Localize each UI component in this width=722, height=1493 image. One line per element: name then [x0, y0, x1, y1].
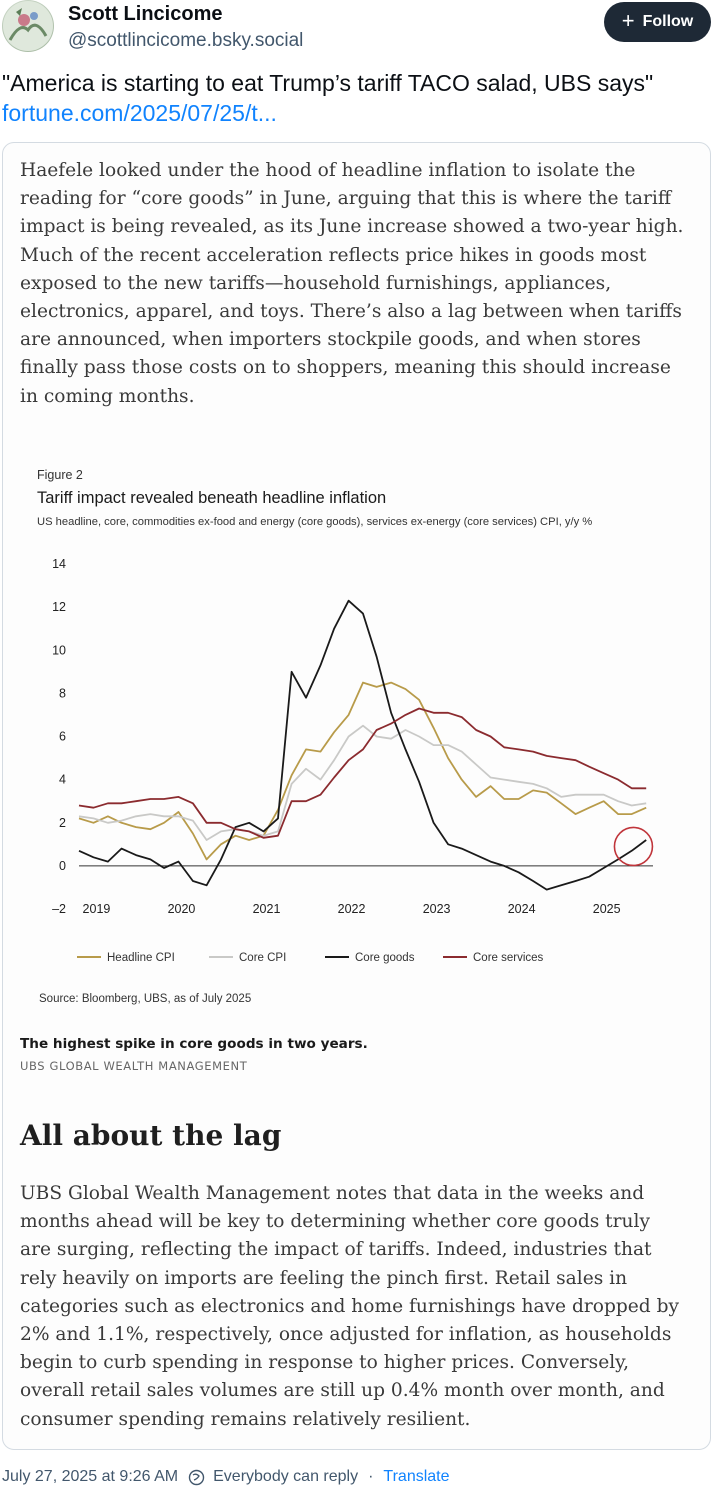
- x-tick-label: 2023: [423, 902, 451, 916]
- paragraph-2-line: categories such as electronics and home …: [20, 1295, 679, 1317]
- y-tick-label: 8: [59, 686, 66, 700]
- post-link[interactable]: fortune.com/2025/07/25/t...: [2, 100, 277, 126]
- series-line-core-goods: [78, 599, 647, 891]
- paragraph-2-line: rely heavily on imports are feeling the …: [20, 1267, 628, 1289]
- post-timestamp[interactable]: July 27, 2025 at 9:26 AM: [2, 1468, 179, 1485]
- paragraph-1-line: finally pass those costs on to shoppers,…: [20, 357, 671, 379]
- series-line-headline-cpi: [78, 681, 647, 861]
- y-tick-label: 4: [59, 773, 66, 787]
- paragraph-2-line: consumer spending remains relatively res…: [20, 1408, 471, 1430]
- paragraph-1-line: Much of the recent acceleration reflects…: [20, 244, 647, 266]
- paragraph-2-line: 2% and 1.1%, respectively, once adjusted…: [20, 1324, 672, 1346]
- author-avatar[interactable]: [2, 0, 54, 52]
- post-footer: July 27, 2025 at 9:26 AM Everybody can r…: [2, 1468, 450, 1486]
- paragraph-1-line: impact is being revealed, as its June in…: [20, 216, 684, 238]
- chart-title: Tariff impact revealed beneath headline …: [37, 489, 387, 507]
- section-heading: All about the lag: [20, 1119, 282, 1152]
- article-paragraph-1: Haefele looked under the hood of headlin…: [20, 157, 710, 411]
- series-line-core-cpi: [78, 724, 647, 841]
- follow-button[interactable]: + Follow: [604, 2, 711, 42]
- y-tick-label: 12: [52, 600, 66, 614]
- paragraph-1-line: exposed to the new tariffs—household fur…: [20, 272, 612, 294]
- paragraph-2-line: UBS Global Wealth Management notes that …: [20, 1183, 645, 1204]
- x-tick-label: 2021: [253, 902, 281, 916]
- follow-label: Follow: [642, 13, 694, 30]
- x-tick-label: 2019: [83, 902, 111, 916]
- series-line-core-services: [78, 707, 647, 839]
- legend-label: Core goods: [355, 952, 415, 964]
- legend-label: Core CPI: [239, 952, 286, 964]
- avatar-illustration-icon: [3, 1, 53, 51]
- plus-icon: +: [621, 8, 635, 33]
- x-tick-label: 2025: [593, 902, 621, 916]
- x-tick-label: 2022: [338, 902, 366, 916]
- y-tick-label: 14: [52, 557, 66, 571]
- legend-label: Core services: [473, 952, 544, 964]
- caption-credit: UBS GLOBAL WEALTH MANAGEMENT: [20, 1059, 248, 1073]
- paragraph-2-line: overall retail sales volumes are still u…: [20, 1380, 665, 1402]
- y-tick-label: 2: [59, 816, 66, 830]
- article-paragraph-2: UBS Global Wealth Management notes that …: [20, 1180, 710, 1434]
- paragraph-1-line: reading for “core goods” in June, arguin…: [20, 188, 672, 210]
- translate-link[interactable]: Translate: [383, 1468, 450, 1485]
- paragraph-1-line: are announced, when importers stockpile …: [20, 329, 641, 351]
- y-tick-label: 6: [59, 730, 66, 744]
- paragraph-2-line: begin to curb spending in response to hi…: [20, 1352, 630, 1374]
- y-tick-label: –2: [52, 902, 66, 916]
- footer-separator: ·: [368, 1468, 374, 1485]
- y-tick-label: 0: [59, 859, 66, 873]
- x-tick-label: 2020: [168, 902, 196, 916]
- y-tick-label: 10: [52, 643, 66, 657]
- chart-source: Source: Bloomberg, UBS, as of July 2025: [39, 993, 252, 1005]
- paragraph-2-line: months ahead will be key to determining …: [20, 1211, 650, 1233]
- reply-settings-icon: [188, 1469, 205, 1485]
- highlight-circle: [613, 826, 654, 867]
- figure-label: Figure 2: [37, 468, 83, 482]
- paragraph-1-line: electronics, apparel, and toys. There’s …: [20, 301, 682, 323]
- reply-setting[interactable]: Everybody can reply: [213, 1468, 359, 1485]
- inflation-line-chart: 14 12 10 8 6 4 2 0 –2 2019 2020 2021 2022 2023 2024 202…: [52, 557, 654, 964]
- paragraph-1-line: Haefele looked under the hood of headlin…: [20, 160, 636, 181]
- paragraph-2-line: are surging, reflecting the impact of ta…: [20, 1239, 652, 1261]
- chart-subtitle: US headline, core, commodities ex-food a…: [37, 516, 593, 528]
- author-handle[interactable]: @scottlincicome.bsky.social: [68, 30, 304, 51]
- embedded-image[interactable]: Haefele looked under the hood of headlin…: [2, 142, 711, 1450]
- post-text: "America is starting to eat Trump’s tari…: [2, 70, 654, 96]
- figure-caption: The highest spike in core goods in two y…: [20, 1036, 368, 1052]
- author-name[interactable]: Scott Lincicome: [68, 3, 223, 25]
- x-tick-label: 2024: [508, 902, 536, 916]
- post-header: Scott Lincicome @scottlincicome.bsky.soc…: [0, 0, 722, 60]
- legend-label: Headline CPI: [107, 952, 175, 964]
- paragraph-1-line: in coming months.: [20, 385, 195, 407]
